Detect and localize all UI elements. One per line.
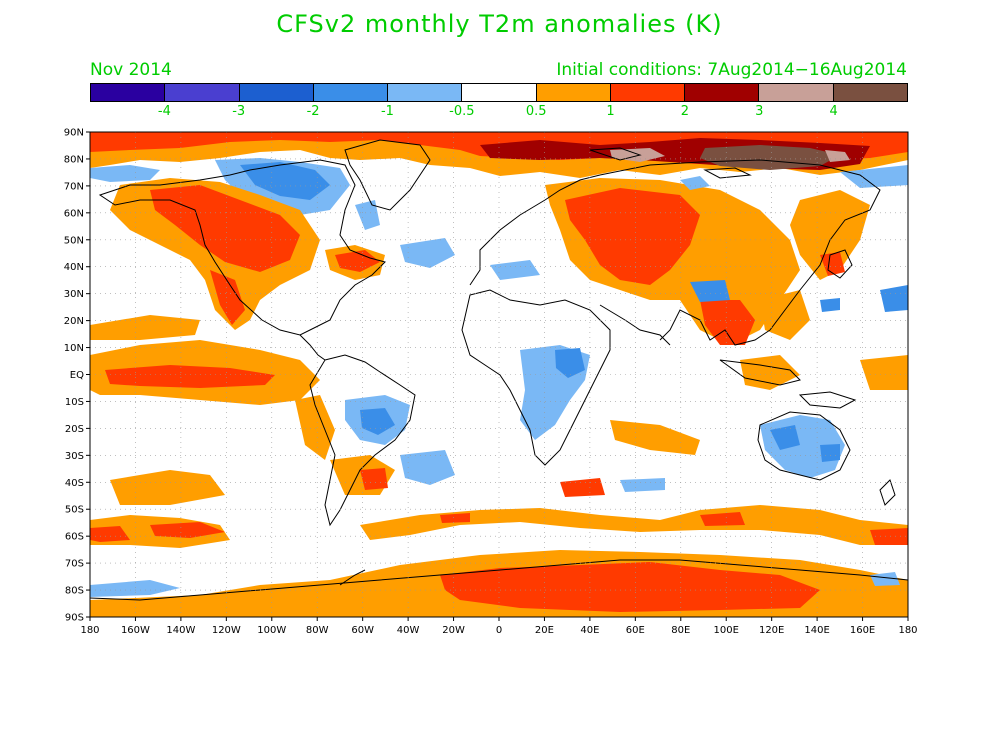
- colorbar-level-label: 4: [829, 104, 838, 119]
- colorbar: [90, 83, 908, 102]
- longitude-tick-label: 100W: [257, 625, 286, 636]
- colorbar-level-label: 1: [606, 104, 615, 119]
- longitude-axis: 180 160W 140W 120W 100W 80W 60W 40W 20W 0 20E 40E 60…: [80, 617, 918, 636]
- initial-conditions-label: Initial conditions: 7Aug2014−16Aug2014: [556, 60, 907, 80]
- longitude-tick-label: 80W: [306, 625, 329, 636]
- colorbar-swatch: [610, 84, 686, 101]
- colorbar-level-label: -3: [232, 104, 246, 119]
- longitude-tick-label: 180: [80, 625, 99, 636]
- longitude-tick-label: 40W: [397, 625, 420, 636]
- latitude-tick-label: 50S: [65, 505, 84, 516]
- colorbar-level-label: 0.5: [525, 104, 547, 119]
- latitude-tick-label: 80N: [64, 154, 84, 165]
- latitude-tick-label: 40N: [64, 262, 84, 273]
- longitude-tick-label: 140W: [166, 625, 195, 636]
- longitude-tick-label: 20E: [535, 625, 554, 636]
- colorbar-swatch: [239, 84, 314, 101]
- latitude-tick-label: 60N: [64, 208, 84, 219]
- latitude-tick-label: 70S: [65, 559, 84, 570]
- latitude-tick-label: 20S: [65, 424, 84, 435]
- colorbar-swatch: [313, 84, 389, 101]
- latitude-axis: 90N 80N 70N 60N 50N 40N 30N 20N 10N EQ 10S 20S 30S 40…: [64, 128, 90, 624]
- colorbar-swatch: [462, 84, 537, 101]
- latitude-tick-label: 40S: [65, 478, 84, 489]
- longitude-tick-label: 60E: [626, 625, 645, 636]
- colorbar-level-label: -1: [380, 104, 394, 119]
- colorbar-swatch: [91, 84, 166, 101]
- longitude-tick-label: 100E: [714, 625, 739, 636]
- latitude-tick-label: 10S: [65, 397, 84, 408]
- gridlines: [90, 132, 908, 617]
- latitude-tick-label: 30S: [65, 451, 84, 462]
- longitude-tick-label: 120W: [212, 625, 241, 636]
- latitude-tick-label: 80S: [65, 586, 84, 597]
- longitude-tick-label: 60W: [351, 625, 374, 636]
- colorbar-swatch: [165, 84, 240, 101]
- colorbar-level-label: 2: [680, 104, 690, 119]
- latitude-tick-label: 10N: [64, 343, 84, 354]
- latitude-tick-label: 90S: [65, 613, 84, 624]
- latitude-tick-label: 30N: [64, 289, 84, 300]
- page-title: CFSv2 monthly T2m anomalies (K): [276, 10, 723, 38]
- latitude-tick-label: 50N: [64, 235, 84, 246]
- longitude-tick-label: 20W: [442, 625, 465, 636]
- longitude-tick-label: 160W: [121, 625, 150, 636]
- longitude-tick-label: 140E: [804, 625, 829, 636]
- colorbar-swatch: [536, 84, 611, 101]
- colorbar-swatch: [759, 84, 834, 101]
- colorbar-level-label: 3: [755, 104, 764, 119]
- colorbar-level-label: -4: [157, 104, 171, 119]
- forecast-month-label: Nov 2014: [90, 60, 172, 80]
- colorbar-swatch: [685, 84, 760, 101]
- longitude-tick-label: 180: [898, 625, 917, 636]
- longitude-tick-label: 80E: [671, 625, 690, 636]
- longitude-tick-label: 40E: [580, 625, 599, 636]
- colorbar-swatch: [833, 84, 907, 101]
- colorbar-level-label: -0.5: [449, 104, 475, 119]
- longitude-tick-label: 160E: [850, 625, 875, 636]
- latitude-tick-label: 90N: [64, 128, 84, 139]
- colorbar-labels: -4 -3 -2 -1 -0.5 0.5 1 2 3 4: [90, 104, 908, 120]
- coastlines: [90, 139, 908, 601]
- longitude-tick-label: 0: [496, 625, 502, 636]
- colorbar-swatch: [388, 84, 463, 101]
- latitude-tick-label: 70N: [64, 181, 84, 192]
- latitude-tick-label: 20N: [64, 316, 84, 327]
- latitude-tick-label: 60S: [65, 532, 84, 543]
- latitude-tick-label: EQ: [70, 370, 84, 381]
- colorbar-level-label: -2: [306, 104, 320, 119]
- longitude-tick-label: 120E: [759, 625, 784, 636]
